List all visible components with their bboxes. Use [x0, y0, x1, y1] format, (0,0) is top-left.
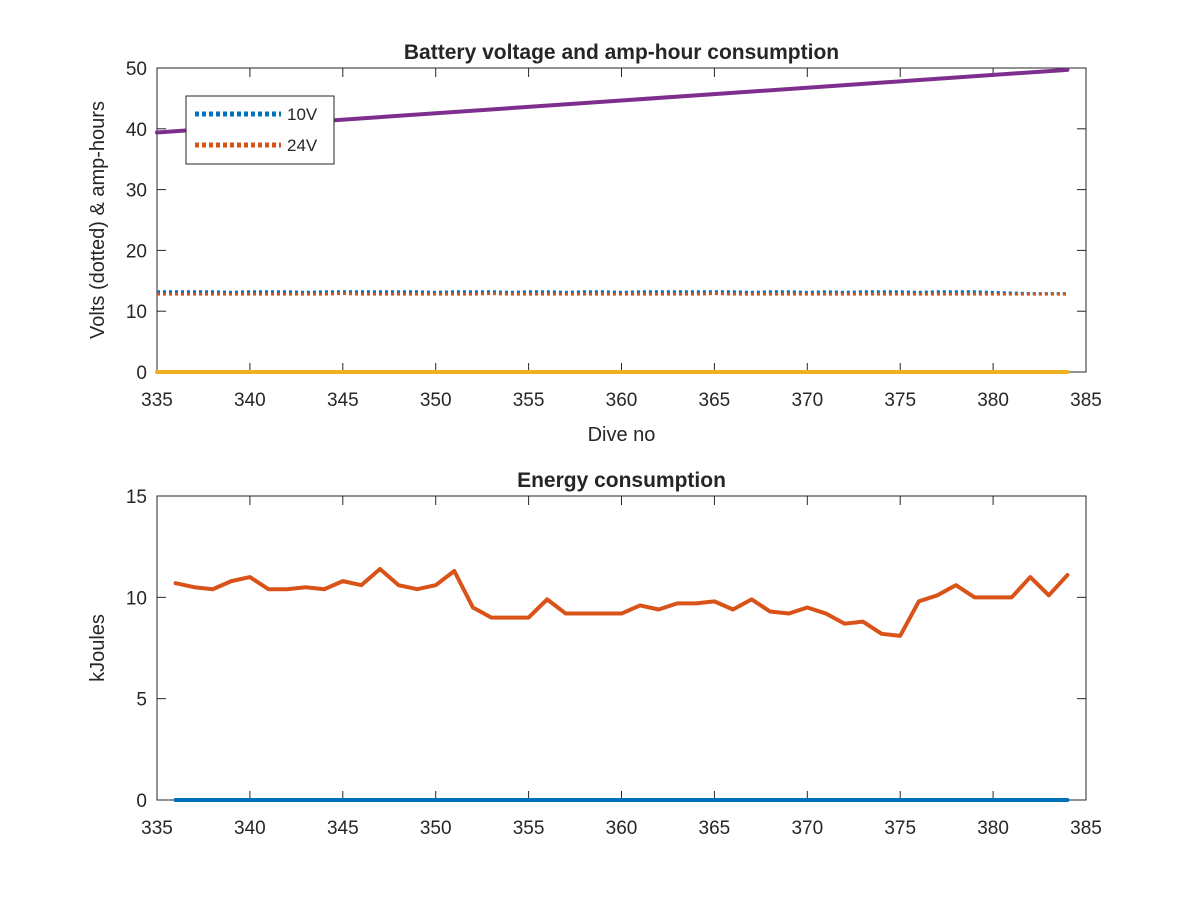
- energy-x-tick-label: 385: [1070, 818, 1102, 839]
- energy-series-group: [173, 566, 1070, 802]
- voltage-series-line-10v: [157, 290, 1068, 296]
- voltage-y-tick-label: 0: [136, 363, 147, 384]
- energy-axes-box: [156, 495, 1087, 801]
- voltage-y-tick-label: 10: [126, 302, 147, 323]
- energy-x-ticks: 335 340 345 350 355 360 365 370 375 380 385: [141, 496, 1102, 839]
- legend-label-24v: 24V: [287, 136, 318, 155]
- energy-x-tick-label: 345: [327, 818, 359, 839]
- voltage-x-tick-label: 370: [791, 390, 823, 411]
- voltage-x-tick-label: 345: [327, 390, 359, 411]
- voltage-x-ticks: 335 340 345 350 355 360 365 370 375 380 385: [141, 68, 1102, 411]
- legend-box: [185, 95, 335, 165]
- voltage-x-tick-label: 355: [513, 390, 545, 411]
- energy-x-tick-label: 360: [606, 818, 638, 839]
- energy-x-tick-label: 340: [234, 818, 266, 839]
- energy-chart-title: Energy consumption: [517, 469, 726, 492]
- energy-series-line-2: [173, 566, 1070, 638]
- energy-x-tick-label: 350: [420, 818, 452, 839]
- energy-y-tick-label: 0: [136, 791, 147, 812]
- voltage-y-axis-label: Volts (dotted) & amp-hours: [87, 101, 109, 339]
- voltage-amphour-axes: 335 340 345 350 355 360 365 370 375 380 385 010203…: [87, 41, 1102, 446]
- energy-x-tick-label: 365: [699, 818, 731, 839]
- voltage-series-line-24v: [157, 292, 1068, 296]
- voltage-x-tick-label: 380: [977, 390, 1009, 411]
- energy-x-tick-label: 375: [884, 818, 916, 839]
- energy-x-tick-label: 380: [977, 818, 1009, 839]
- voltage-x-tick-label: 385: [1070, 390, 1102, 411]
- voltage-y-tick-label: 30: [126, 181, 147, 202]
- voltage-y-tick-label: 20: [126, 241, 147, 262]
- voltage-x-axis-label: Dive no: [588, 424, 656, 446]
- voltage-y-tick-label: 40: [126, 120, 147, 141]
- voltage-x-tick-label: 360: [606, 390, 638, 411]
- energy-y-tick-label: 10: [126, 588, 147, 609]
- voltage-x-tick-label: 350: [420, 390, 452, 411]
- energy-axes: 335 340 345 350 355 360 365 370 375 380 385 0 5 10 15…: [87, 469, 1102, 839]
- energy-x-tick-label: 355: [513, 818, 545, 839]
- energy-y-tick-label: 15: [126, 487, 147, 508]
- energy-x-tick-label: 370: [791, 818, 823, 839]
- legend: 10V 24V: [185, 95, 335, 165]
- voltage-x-tick-label: 335: [141, 390, 173, 411]
- energy-x-tick-label: 335: [141, 818, 173, 839]
- voltage-y-ticks: 0 10 20 30 40 50: [126, 59, 1086, 384]
- voltage-x-tick-label: 365: [699, 390, 731, 411]
- energy-y-axis-label: kJoules: [87, 614, 109, 682]
- voltage-x-tick-label: 375: [884, 390, 916, 411]
- voltage-x-tick-label: 340: [234, 390, 266, 411]
- legend-label-10v: 10V: [287, 105, 318, 124]
- voltage-y-tick-label: 50: [126, 59, 147, 80]
- voltage-chart-title: Battery voltage and amp-hour consumption: [404, 41, 839, 64]
- energy-y-ticks: 0 5 10 15: [126, 487, 1086, 812]
- energy-y-tick-label: 5: [136, 690, 147, 711]
